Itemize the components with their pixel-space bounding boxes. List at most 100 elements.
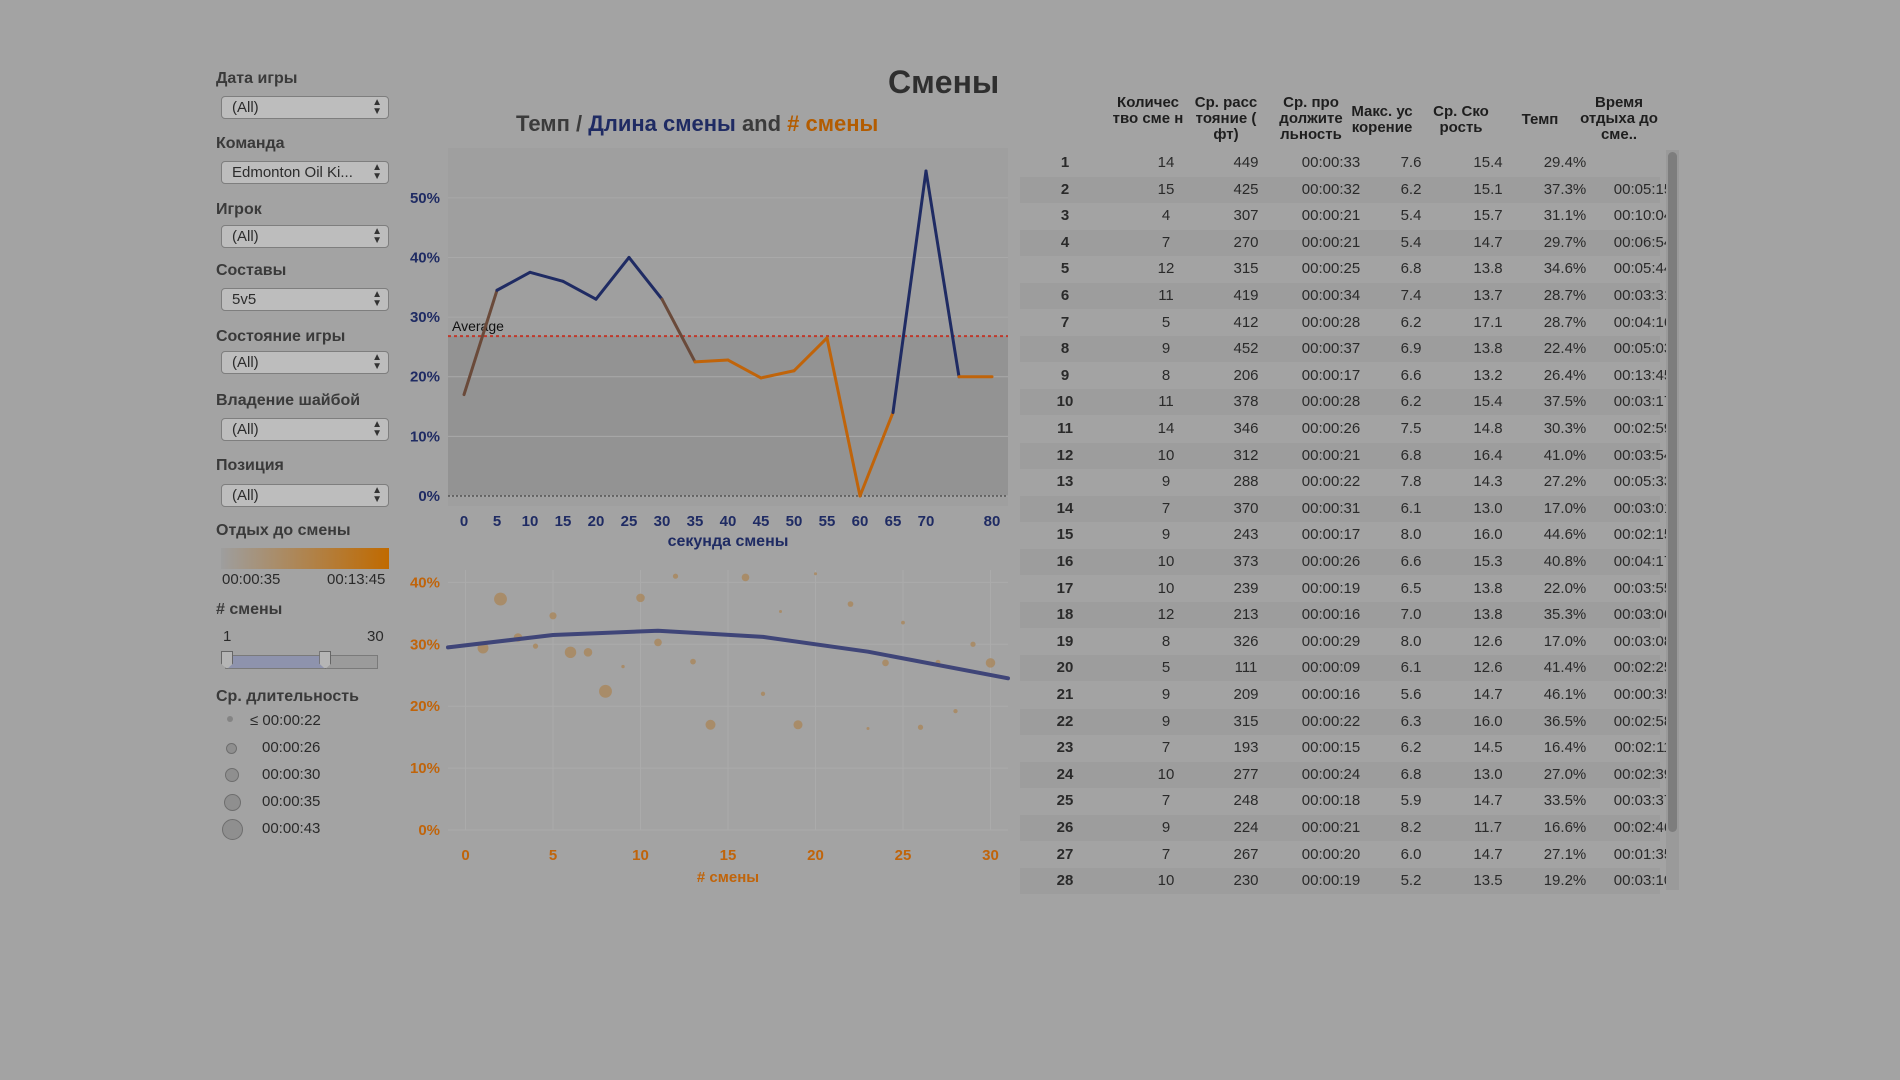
table-row[interactable]: 16 10 373 00:00:26 6.6 15.3 40.8% 00:04:17 [1020, 549, 1672, 575]
pace-line-segment [462, 288, 499, 397]
table-row[interactable]: 18 12 213 00:00:16 7.0 13.8 35.3% 00:03:06 [1020, 602, 1672, 629]
size-legend-marker [224, 794, 241, 811]
table-cell: 11 [1158, 393, 1174, 411]
duration-legend-item: 00:00:26 [262, 739, 321, 756]
x-axis-label: # смены [697, 869, 759, 886]
table-row[interactable]: 3 4 307 00:00:21 5.4 15.7 31.1% 00:10:04 [1020, 203, 1672, 229]
column-header[interactable]: Время отдыха до сме.. [1580, 94, 1658, 143]
table-row[interactable]: 7 5 412 00:00:28 6.2 17.1 28.7% 00:04:16 [1020, 310, 1672, 336]
table-cell: 13.8 [1473, 260, 1503, 278]
table-row[interactable]: 5 12 315 00:00:25 6.8 13.8 34.6% 00:05:44 [1020, 256, 1672, 282]
table-cell: 239 [1233, 579, 1259, 597]
row-shift-number: 9 [1060, 366, 1070, 384]
table-cell: 00:00:09 [1301, 659, 1361, 677]
table-cell: 10 [1157, 553, 1175, 570]
table-cell: 13.0 [1473, 765, 1503, 783]
table-cell: 13.7 [1473, 287, 1503, 304]
table-cell: 307 [1233, 207, 1259, 225]
column-header[interactable]: Количес тво сме н [1112, 94, 1184, 127]
column-header[interactable]: Ср. про должите льность [1279, 94, 1343, 143]
table-cell: 6.1 [1400, 659, 1422, 677]
column-header[interactable]: Темп [1521, 111, 1559, 128]
x-tick-label: 30 [654, 513, 671, 530]
team-select[interactable]: Edmonton Oil Ki... ▲ ▼ [221, 161, 389, 184]
shift-slider-min-handle[interactable] [221, 651, 233, 669]
table-row[interactable]: 6 11 419 00:00:34 7.4 13.7 28.7% 00:03:31 [1020, 283, 1672, 309]
player-select[interactable]: (All) ▲ ▼ [221, 225, 389, 248]
shift-slider-range [226, 656, 325, 668]
table-cell: 00:00:21 [1301, 233, 1361, 251]
table-row[interactable]: 24 10 277 00:00:24 6.8 13.0 27.0% 00:02:39 [1020, 761, 1672, 788]
row-shift-number: 20 [1056, 659, 1074, 677]
shift-point [532, 643, 539, 649]
table-row[interactable]: 17 10 239 00:00:19 6.5 13.8 22.0% 00:03:55 [1020, 576, 1673, 602]
table-row[interactable]: 25 7 248 00:00:18 5.9 14.7 33.5% 00:03:37 [1020, 788, 1673, 814]
row-shift-number: 1 [1060, 154, 1070, 171]
shift-slider-label: # смены [216, 601, 283, 618]
table-cell: 7 [1161, 499, 1171, 517]
table-cell: 5 [1161, 313, 1171, 331]
table-scrollbar-thumb[interactable] [1668, 152, 1677, 832]
table-cell: 16.0 [1473, 526, 1503, 544]
table-row[interactable]: 11 14 346 00:00:26 7.5 14.8 30.3% 00:02:59 [1020, 416, 1672, 442]
x-tick-label: 0 [461, 847, 469, 864]
position-select[interactable]: (All) ▲ ▼ [221, 484, 389, 507]
table-row[interactable]: 19 8 326 00:00:29 8.0 12.6 17.0% 00:03:08 [1020, 629, 1673, 655]
table-row[interactable]: 14 7 370 00:00:31 6.1 13.0 17.0% 00:03:01 [1020, 495, 1672, 522]
table-row[interactable]: 21 9 209 00:00:16 5.6 14.7 46.1% 00:00:35 [1020, 682, 1673, 708]
chart-subtitle-series: # смены [787, 111, 879, 136]
table-row[interactable]: 10 11 378 00:00:28 6.2 15.4 37.5% 00:03:17 [1020, 389, 1672, 416]
table-cell: 00:04:16 [1613, 313, 1673, 331]
table-row[interactable]: 27 7 267 00:00:20 6.0 14.7 27.1% 00:01:35 [1020, 842, 1673, 868]
table-row[interactable]: 9 8 206 00:00:17 6.6 13.2 26.4% 00:13:45 [1020, 363, 1672, 389]
table-row[interactable]: 12 10 312 00:00:21 6.8 16.4 41.0% 00:03:54 [1020, 442, 1672, 469]
table-cell: 9 [1161, 473, 1171, 491]
table-row[interactable]: 26 9 224 00:00:21 8.2 11.7 16.6% 00:02:46 [1020, 815, 1672, 841]
shift-point [779, 609, 782, 613]
table-cell: 00:00:18 [1301, 792, 1361, 810]
pace-line-segment [792, 336, 829, 373]
table-row[interactable]: 8 9 452 00:00:37 6.9 13.8 22.4% 00:05:03 [1020, 336, 1672, 363]
x-tick-label: 20 [807, 847, 824, 864]
pace-line-segment [627, 255, 664, 301]
row-shift-number: 16 [1056, 553, 1074, 570]
shift-slider-max-handle[interactable] [319, 651, 332, 669]
duration-legend-label: Ср. длительность [216, 688, 359, 705]
table-cell: 16.6% [1543, 819, 1587, 836]
column-header[interactable]: Макс. ус корение [1351, 103, 1413, 136]
table-row[interactable]: 20 5 111 00:00:09 6.1 12.6 41.4% 00:02:25 [1020, 655, 1672, 682]
table-cell: 10 [1157, 765, 1175, 783]
table-cell: 00:03:54 [1613, 446, 1673, 464]
possession-select[interactable]: (All) ▲ ▼ [221, 418, 389, 441]
table-cell: 00:00:22 [1301, 473, 1361, 491]
table-cell: 00:00:28 [1301, 313, 1361, 331]
shift-point [599, 684, 612, 698]
duration-legend-item: 00:00:35 [262, 793, 321, 810]
duration-legend-item: 00:00:30 [262, 766, 321, 783]
filter-label-date: Дата игры [216, 70, 298, 87]
lineup-select[interactable]: 5v5 ▲ ▼ [221, 288, 389, 311]
table-row[interactable]: 4 7 270 00:00:21 5.4 14.7 29.7% 00:06:54 [1020, 229, 1672, 256]
table-row[interactable]: 2 15 425 00:00:32 6.2 15.1 37.3% 00:05:15 [1020, 176, 1672, 203]
table-cell: 00:02:59 [1613, 420, 1673, 437]
table-row[interactable]: 15 9 243 00:00:17 8.0 16.0 44.6% 00:02:15 [1020, 522, 1673, 548]
column-header[interactable]: Ср. Ско рость [1433, 103, 1489, 136]
table-row[interactable]: 23 7 193 00:00:15 6.2 14.5 16.4% 00:02:11 [1020, 735, 1672, 761]
column-header[interactable]: Ср. расс тояние ( фт) [1194, 94, 1258, 143]
filter-label-lineups: Составы [216, 262, 287, 279]
x-tick-label: 5 [493, 513, 501, 530]
table-row[interactable]: 22 9 315 00:00:22 6.3 16.0 36.5% 00:02:58 [1020, 708, 1672, 735]
table-cell: 6.5 [1400, 579, 1422, 597]
table-row[interactable]: 13 9 288 00:00:22 7.8 14.3 27.2% 00:05:33 [1020, 469, 1673, 495]
pace-line-segment [891, 169, 928, 415]
table-cell: 36.5% [1543, 712, 1587, 730]
table-cell: 312 [1233, 446, 1259, 464]
table-row[interactable]: 1 14 449 00:00:33 7.6 15.4 29.4% [1020, 150, 1660, 176]
table-cell: 28.7% [1543, 287, 1587, 304]
game-state-select[interactable]: (All) ▲ ▼ [221, 351, 389, 374]
row-shift-number: 27 [1056, 845, 1074, 863]
date-select[interactable]: (All) ▲ ▼ [221, 96, 389, 119]
select-arrows-icon: ▲ ▼ [372, 97, 382, 117]
table-row[interactable]: 28 10 230 00:00:19 5.2 13.5 19.2% 00:03:10 [1020, 868, 1672, 895]
pace-line-segment [924, 169, 961, 379]
